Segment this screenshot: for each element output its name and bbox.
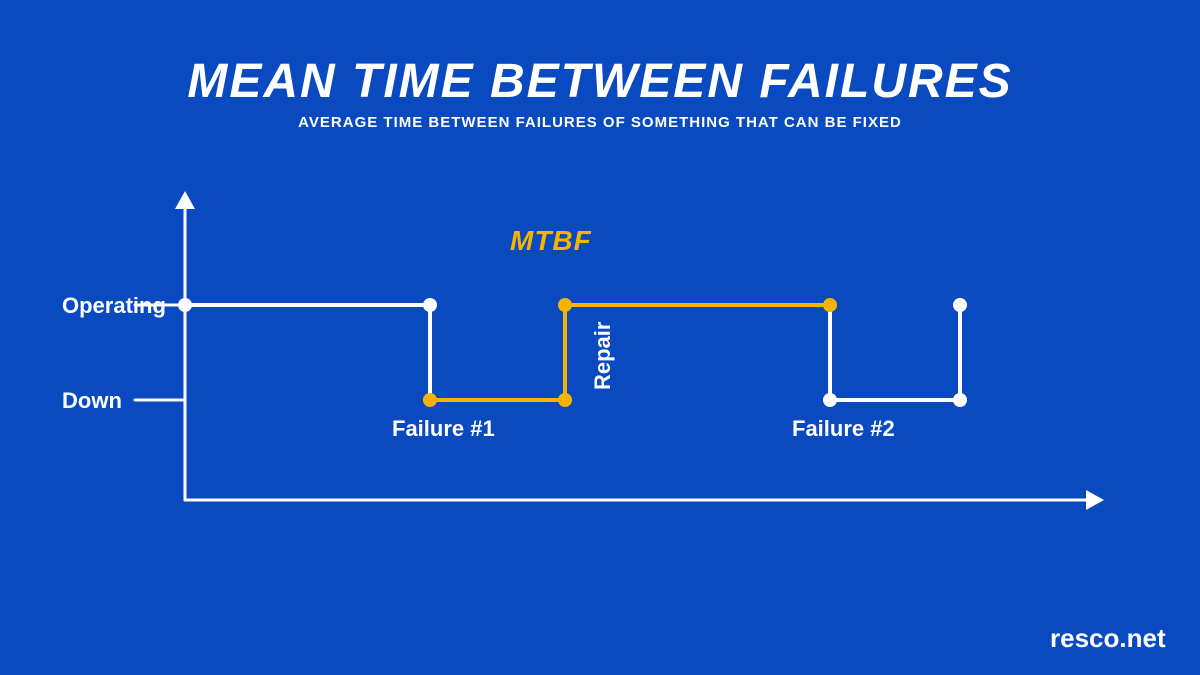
mtbf-chart <box>0 0 1200 675</box>
